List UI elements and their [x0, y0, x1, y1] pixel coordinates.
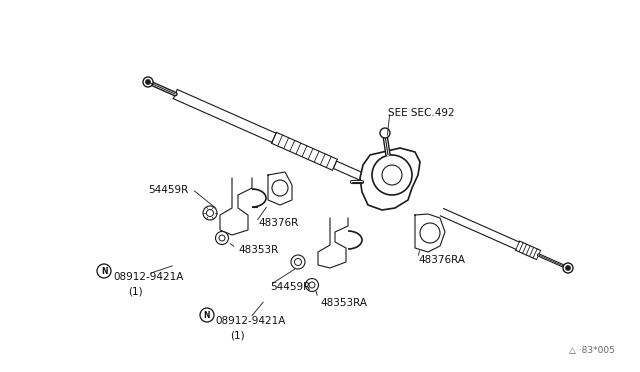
Circle shape — [200, 308, 214, 322]
Circle shape — [382, 165, 402, 185]
Circle shape — [143, 77, 153, 87]
Text: (1): (1) — [230, 330, 244, 340]
Circle shape — [291, 255, 305, 269]
Text: 54459R: 54459R — [148, 185, 188, 195]
Polygon shape — [360, 148, 420, 210]
Text: (1): (1) — [128, 286, 143, 296]
Text: 08912-9421A: 08912-9421A — [113, 272, 184, 282]
Text: SEE SEC.492: SEE SEC.492 — [388, 108, 454, 118]
Text: △ ·83*005: △ ·83*005 — [569, 346, 615, 355]
Text: N: N — [100, 266, 108, 276]
Circle shape — [380, 128, 390, 138]
Circle shape — [420, 223, 440, 243]
Circle shape — [272, 180, 288, 196]
Circle shape — [97, 264, 111, 278]
Circle shape — [207, 209, 214, 217]
Circle shape — [566, 266, 570, 270]
Circle shape — [145, 80, 150, 84]
Text: 48353RA: 48353RA — [320, 298, 367, 308]
Text: 48376RA: 48376RA — [418, 255, 465, 265]
Circle shape — [305, 279, 319, 292]
Circle shape — [372, 155, 412, 195]
Text: 48353R: 48353R — [238, 245, 278, 255]
Text: 54459R: 54459R — [270, 282, 310, 292]
Circle shape — [294, 259, 301, 266]
Text: N: N — [204, 311, 211, 320]
Circle shape — [219, 235, 225, 241]
Circle shape — [216, 231, 228, 244]
Circle shape — [563, 263, 573, 273]
Circle shape — [309, 282, 315, 288]
Text: 48376R: 48376R — [258, 218, 298, 228]
Text: 08912-9421A: 08912-9421A — [215, 316, 285, 326]
Circle shape — [203, 206, 217, 220]
